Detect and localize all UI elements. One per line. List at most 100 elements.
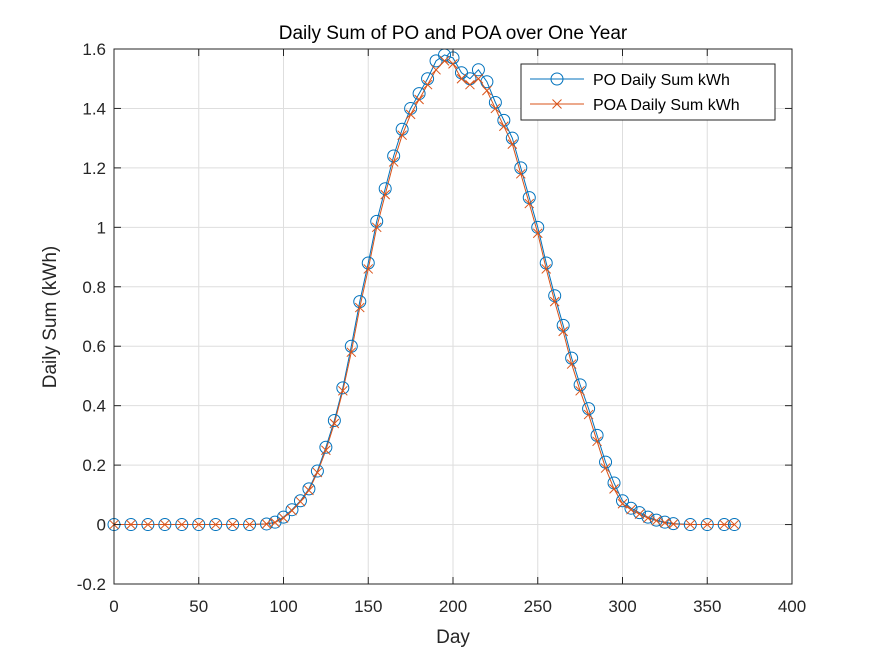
data-point-poa — [626, 504, 636, 515]
data-point-poa — [566, 359, 577, 369]
data-point-poa — [651, 515, 662, 526]
data-point-poa — [304, 485, 314, 496]
data-point-poa — [397, 130, 408, 141]
x-tick-label: 50 — [189, 597, 208, 616]
data-point-poa — [660, 517, 670, 528]
data-point-poa — [448, 59, 458, 69]
y-tick-label: 0.8 — [82, 278, 106, 297]
x-tick-label: 100 — [269, 597, 297, 616]
x-tick-labels: 0 50 100 150 200 250 300 350 400 — [109, 597, 806, 616]
legend-poa-marker — [552, 99, 562, 109]
data-point-poa — [210, 519, 221, 530]
data-point-poa — [634, 509, 645, 520]
data-point-poa — [329, 418, 340, 429]
data-point-poa — [371, 222, 382, 233]
data-point-poa — [439, 56, 450, 66]
data-point-poa — [422, 79, 433, 90]
data-point-po — [226, 518, 240, 532]
data-point-poa — [414, 94, 424, 105]
data-point-po — [336, 381, 350, 395]
data-point-po — [192, 518, 206, 532]
data-point-po — [310, 464, 324, 478]
data-point-poa — [431, 64, 441, 75]
data-point-poa — [541, 264, 552, 274]
data-point-poa — [583, 409, 594, 420]
data-point-poa — [295, 496, 306, 507]
x-tick-label: 200 — [439, 597, 467, 616]
data-point-po — [727, 518, 741, 532]
data-point-poa — [143, 519, 153, 530]
data-point-po — [260, 517, 274, 531]
x-tick-label: 350 — [693, 597, 721, 616]
data-point-po — [624, 501, 638, 515]
legend: PO Daily Sum kWh POA Daily Sum kWh — [520, 63, 776, 121]
series-markers-poa — [109, 56, 740, 530]
data-point-po — [175, 518, 189, 532]
data-point-poa — [388, 157, 399, 167]
data-point-poa — [346, 347, 357, 358]
data-point-poa — [244, 519, 255, 530]
y-tick-label: 1.6 — [82, 40, 106, 59]
data-point-poa — [405, 109, 416, 120]
data-point-poa — [456, 73, 467, 84]
data-point-po — [277, 510, 290, 524]
data-point-po — [700, 518, 714, 532]
series-layer — [107, 48, 741, 532]
data-point-poa — [261, 519, 272, 529]
data-point-po — [683, 518, 697, 532]
x-tick-label: 0 — [109, 597, 118, 616]
data-point-po — [302, 482, 316, 496]
data-point-po — [209, 518, 223, 532]
data-point-poa — [354, 302, 365, 313]
y-tick-label: 0.2 — [82, 456, 106, 475]
data-point-po — [327, 414, 341, 428]
data-point-poa — [312, 467, 323, 478]
y-tick-label: -0.2 — [77, 575, 106, 594]
data-point-poa — [643, 513, 653, 523]
x-tick-label: 300 — [608, 597, 636, 616]
data-point-poa — [126, 519, 136, 530]
data-point-poa — [729, 519, 740, 530]
data-point-poa — [702, 519, 713, 530]
data-point-poa — [668, 519, 679, 529]
y-tick-labels: -0.2 0 0.2 0.4 0.6 0.8 1 1.2 1.4 1.6 — [77, 40, 106, 594]
data-point-poa — [549, 296, 560, 307]
data-point-po — [717, 518, 731, 532]
y-tick-label: 1 — [97, 218, 106, 237]
data-point-poa — [176, 519, 187, 530]
y-axis-title: Daily Sum (kWh) — [40, 246, 61, 389]
data-point-poa — [193, 519, 204, 530]
data-point-poa — [498, 121, 509, 132]
data-point-po — [141, 518, 155, 532]
data-point-po — [616, 494, 629, 508]
data-point-po — [471, 63, 485, 77]
axes — [113, 48, 793, 585]
data-point-poa — [363, 264, 374, 274]
data-point-poa — [278, 513, 289, 523]
data-point-poa — [321, 445, 331, 456]
data-point-poa — [600, 463, 611, 473]
chart-title: Daily Sum of PO and POA over One Year — [279, 23, 628, 44]
x-tick-label: 400 — [778, 597, 806, 616]
y-tick-label: 1.2 — [82, 159, 106, 178]
data-point-poa — [719, 519, 730, 530]
data-point-po — [158, 518, 172, 532]
x-tick-label: 250 — [524, 597, 552, 616]
data-point-poa — [482, 85, 492, 96]
data-point-poa — [524, 198, 535, 209]
data-point-poa — [507, 139, 518, 149]
y-tick-label: 0.6 — [82, 337, 106, 356]
data-point-poa — [227, 519, 238, 530]
legend-po-marker — [550, 72, 564, 86]
data-point-poa — [575, 385, 585, 396]
data-point-poa — [592, 436, 602, 447]
data-point-po — [243, 518, 257, 532]
x-tick-label: 150 — [354, 597, 382, 616]
legend-poa-label: POA Daily Sum kWh — [593, 97, 740, 114]
data-point-poa — [270, 517, 280, 528]
legend-po-label: PO Daily Sum kWh — [593, 72, 730, 89]
x-axis-title: Day — [436, 627, 470, 648]
data-point-po — [319, 440, 333, 454]
data-point-poa — [532, 228, 543, 239]
